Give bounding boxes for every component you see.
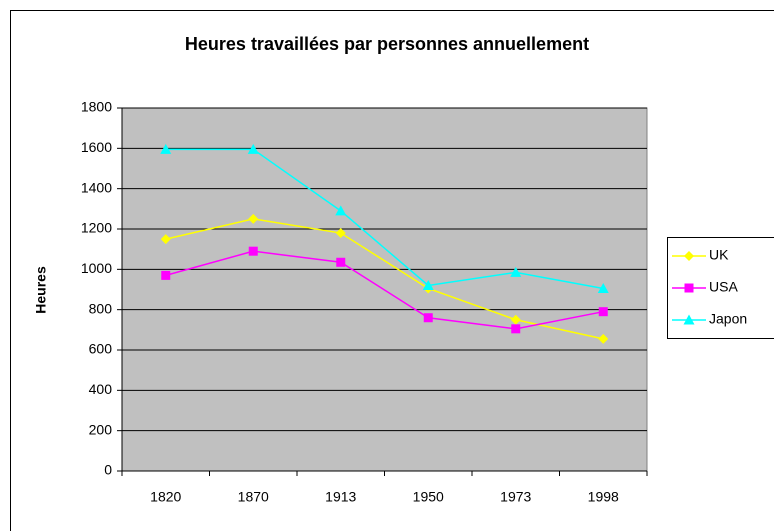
legend-label: USA bbox=[709, 279, 738, 295]
marker bbox=[510, 266, 522, 277]
y-tick-label: 1600 bbox=[81, 139, 112, 155]
marker bbox=[248, 213, 259, 224]
marker bbox=[684, 251, 694, 261]
y-axis-label: Heures bbox=[33, 266, 49, 314]
x-tick-label: 1820 bbox=[150, 489, 181, 505]
y-tick-label: 400 bbox=[89, 381, 113, 397]
series-line bbox=[165, 250, 604, 330]
marker bbox=[684, 283, 694, 293]
series-line bbox=[165, 148, 604, 290]
marker bbox=[160, 234, 171, 245]
marker bbox=[510, 314, 521, 325]
series-line bbox=[165, 218, 604, 340]
marker bbox=[683, 314, 695, 325]
x-tick-label: 1998 bbox=[588, 489, 619, 505]
legend-label: UK bbox=[709, 247, 729, 263]
y-tick-label: 1000 bbox=[81, 260, 112, 276]
y-tick-label: 0 bbox=[104, 462, 112, 478]
y-tick-label: 200 bbox=[89, 421, 113, 437]
x-tick-label: 1950 bbox=[413, 489, 444, 505]
y-tick-label: 1800 bbox=[81, 99, 112, 115]
marker bbox=[248, 246, 258, 256]
x-tick-label: 1913 bbox=[325, 489, 356, 505]
marker bbox=[598, 307, 608, 317]
x-tick-label: 1870 bbox=[238, 489, 269, 505]
marker bbox=[161, 270, 171, 280]
marker bbox=[335, 205, 347, 216]
marker bbox=[598, 333, 609, 344]
y-tick-label: 1400 bbox=[81, 179, 112, 195]
marker bbox=[160, 143, 172, 154]
y-tick-label: 600 bbox=[89, 341, 113, 357]
marker bbox=[422, 279, 434, 290]
marker bbox=[247, 143, 259, 154]
y-tick-label: 800 bbox=[89, 300, 113, 316]
x-tick-label: 1973 bbox=[500, 489, 531, 505]
legend-label: Japon bbox=[709, 311, 747, 327]
marker bbox=[511, 324, 521, 334]
marker bbox=[336, 257, 346, 267]
y-tick-label: 1200 bbox=[81, 220, 112, 236]
chart-title: Heures travaillées par personnes annuell… bbox=[185, 34, 589, 54]
marker bbox=[423, 313, 433, 323]
marker bbox=[335, 228, 346, 239]
marker bbox=[597, 282, 609, 293]
